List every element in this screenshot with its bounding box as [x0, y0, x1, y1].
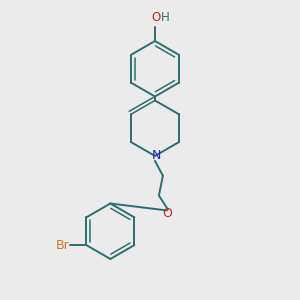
Text: O: O [151, 11, 160, 24]
Text: O: O [162, 207, 172, 220]
Text: N: N [151, 149, 160, 162]
Text: H: H [160, 11, 169, 24]
Text: Br: Br [56, 238, 69, 252]
